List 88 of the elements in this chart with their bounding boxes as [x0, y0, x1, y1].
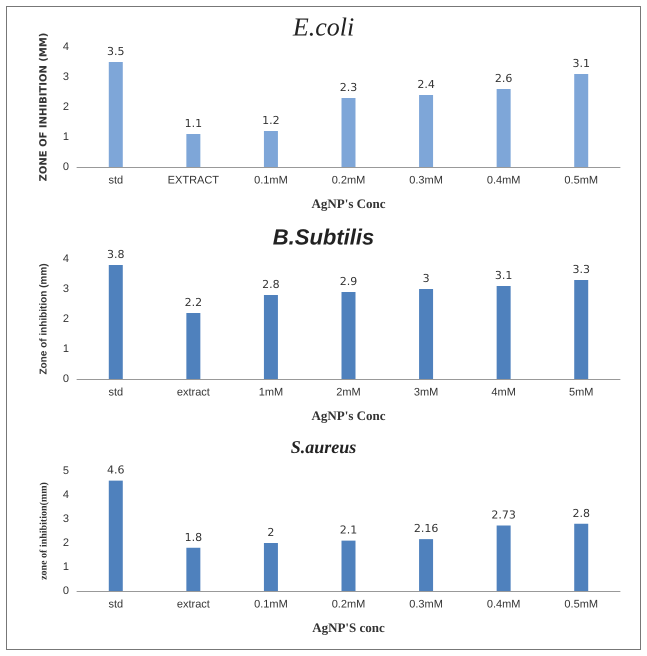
y-tick-label: 2	[62, 537, 69, 549]
data-label: 1.1	[184, 117, 202, 130]
x-tick-label: extract	[176, 386, 210, 398]
bar	[108, 480, 123, 591]
x-tick-label: 0.5mM	[564, 598, 598, 610]
x-tick-label: EXTRACT	[168, 174, 220, 186]
data-label: 2	[267, 526, 274, 539]
x-tick-label: 0.4mM	[486, 174, 520, 186]
bar	[419, 289, 434, 379]
data-label: 3.8	[107, 248, 125, 261]
x-tick-label: std	[108, 174, 124, 186]
y-tick-label: 1	[62, 561, 69, 573]
y-tick-label: 4	[62, 489, 69, 501]
data-label: 2.6	[494, 72, 512, 85]
bar	[574, 524, 588, 591]
y-tick-label: 5	[62, 465, 69, 477]
x-tick-label: 0.5mM	[564, 174, 598, 186]
x-tick-label: extract	[176, 598, 210, 610]
data-label: 2.9	[340, 275, 358, 288]
bar	[496, 89, 511, 167]
x-tick-label: 1mM	[258, 386, 284, 398]
y-tick-label: 1	[62, 131, 69, 143]
y-tick-label: 2	[62, 101, 69, 113]
bar	[342, 98, 356, 167]
y-tick-label: 2	[62, 313, 69, 325]
data-label: 2.8	[572, 506, 590, 520]
bar	[496, 525, 511, 591]
data-label: 2.2	[184, 296, 202, 309]
bar	[496, 286, 511, 379]
data-label: 2.8	[262, 278, 280, 291]
chart-title: S.aureus	[290, 437, 356, 457]
x-tick-label: 5mM	[568, 386, 594, 398]
y-tick-label: 1	[62, 343, 69, 355]
y-tick-label: 0	[62, 161, 69, 173]
bar	[108, 62, 123, 167]
data-label: 1.2	[262, 114, 280, 127]
y-tick-label: 3	[62, 71, 69, 83]
x-axis-title: AgNP's Conc	[311, 196, 386, 211]
bar	[264, 131, 278, 167]
y-tick-label: 4	[62, 41, 69, 53]
x-tick-label: 4mM	[491, 386, 516, 398]
bar	[264, 295, 278, 379]
data-label: 3.3	[572, 263, 590, 276]
x-tick-label: 0.3mM	[409, 598, 443, 610]
x-tick-label: 0.1mM	[254, 174, 288, 186]
bar	[574, 280, 588, 379]
x-tick-label: 3mM	[414, 386, 438, 398]
x-tick-label: 0.2mM	[332, 174, 366, 186]
bar	[342, 540, 356, 591]
data-label: 2.1	[340, 524, 358, 537]
bar	[108, 265, 123, 379]
data-label: 3.1	[494, 269, 512, 282]
y-axis-title: ZONE OF INHIBITION (MM)	[38, 32, 50, 182]
bar	[574, 74, 588, 167]
data-label: 2.4	[417, 78, 435, 91]
data-label: 2.3	[340, 81, 358, 94]
bar	[419, 539, 434, 591]
data-label: 3.1	[572, 57, 590, 70]
data-label: 2.73	[491, 508, 516, 522]
y-axis-title: zone of inhibition(mm)	[38, 482, 50, 580]
x-axis-title: AgNP'S conc	[312, 620, 386, 635]
bar	[186, 548, 200, 591]
x-tick-label: 0.4mM	[486, 598, 520, 610]
chart-title: B.Subtilis	[272, 224, 374, 250]
x-tick-label: 2mM	[336, 386, 361, 398]
y-tick-label: 0	[62, 585, 69, 597]
x-tick-label: std	[108, 598, 124, 610]
y-axis-title: Zone of inhibition (mm)	[38, 263, 50, 375]
data-label: 2.16	[414, 522, 438, 536]
bar	[419, 95, 434, 167]
x-tick-label: 0.3mM	[409, 174, 443, 186]
x-tick-label: 0.2mM	[332, 598, 366, 610]
data-label: 3.5	[107, 45, 125, 58]
bar	[186, 313, 200, 379]
bar	[342, 292, 356, 379]
chart-title: E.coli	[292, 12, 354, 42]
data-label: 1.8	[184, 530, 202, 544]
y-tick-label: 3	[62, 513, 69, 525]
y-tick-label: 4	[62, 253, 69, 265]
x-tick-label: std	[108, 386, 124, 398]
x-tick-label: 0.1mM	[254, 598, 288, 610]
y-tick-label: 0	[62, 373, 69, 385]
x-axis-title: AgNP's Conc	[311, 408, 386, 423]
data-label: 4.6	[107, 464, 125, 477]
data-label: 3	[422, 272, 430, 285]
bar	[264, 543, 278, 591]
y-tick-label: 3	[62, 283, 69, 295]
bar	[186, 134, 200, 167]
